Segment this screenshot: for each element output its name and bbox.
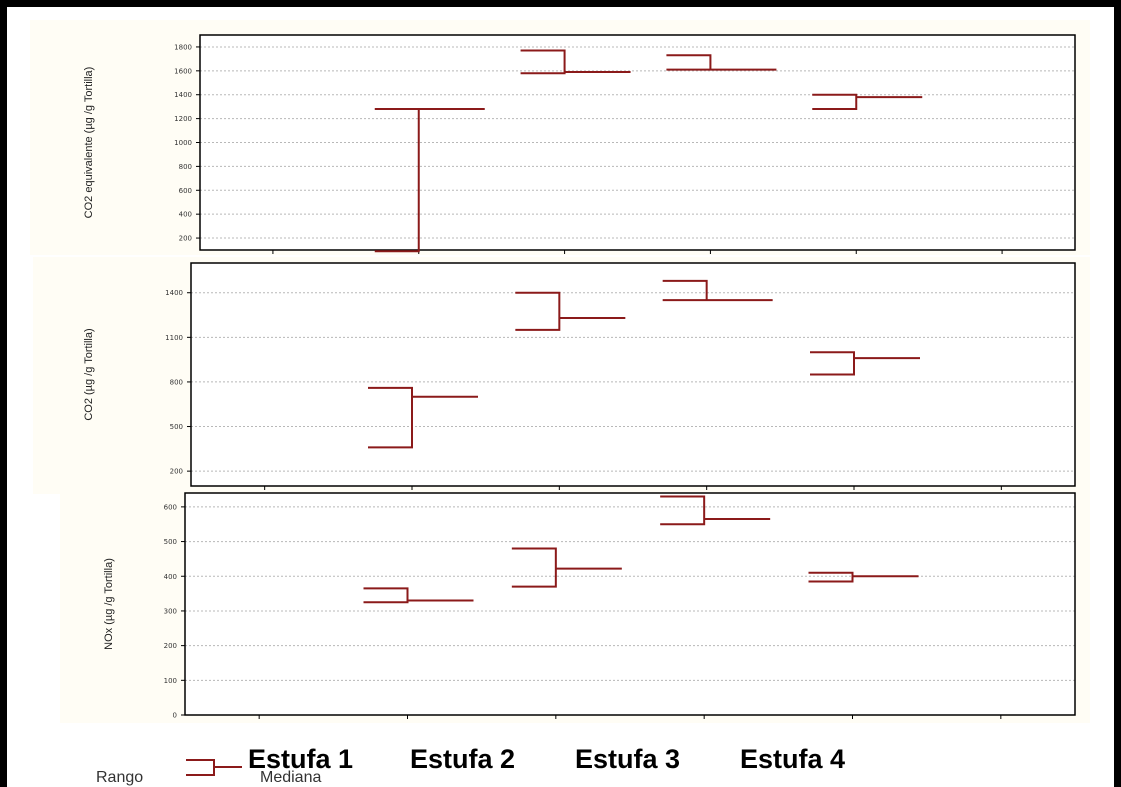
y-axis-label: NOx (µg /g Tortilla) [103, 558, 115, 650]
plot-frame [184, 492, 1076, 716]
y-tick-label: 1800 [174, 43, 192, 51]
legend-median-label: Mediana [260, 769, 321, 786]
plot-frame [199, 34, 1076, 251]
range-median-mark-estufa-2 [515, 291, 626, 331]
panel-1: 200 400 600 800 1000 1200 1400 1600 1800 CO2 equi… [30, 20, 1090, 255]
y-tick-label: 400 [164, 573, 177, 581]
range-median-mark-estufa-4 [808, 571, 919, 583]
y-tick-label: 1400 [174, 91, 192, 99]
range-median-mark-estufa-3 [666, 54, 777, 71]
y-tick-label: 1000 [174, 139, 192, 147]
y-tick-label: 500 [164, 538, 177, 546]
panel-3: 0 100 200 300 400 500 600 NOx (µg /g Tortilla) [60, 490, 1090, 723]
category-label-4: Estufa 4 [740, 744, 845, 774]
range-median-mark-estufa-1 [368, 386, 478, 449]
y-tick-label: 800 [170, 378, 183, 386]
left-border [0, 0, 7, 787]
range-median-mark-estufa-4 [812, 93, 923, 111]
y-axis-label: CO2 equivalente (µg /g Tortilla) [83, 67, 95, 219]
legend-range-label: Rango [96, 769, 143, 786]
plot-area [185, 493, 1075, 715]
y-tick-label: 1600 [174, 67, 192, 75]
y-tick-label: 1200 [174, 115, 192, 123]
y-tick-label: 1400 [165, 289, 183, 297]
y-tick-label: 500 [170, 423, 183, 431]
y-axis-label: CO2 (µg /g Tortilla) [83, 328, 95, 420]
range-median-mark-estufa-4 [810, 351, 920, 376]
y-tick-label: 100 [164, 677, 177, 685]
y-tick-label: 0 [173, 712, 177, 720]
category-label-3: Estufa 3 [575, 744, 680, 774]
y-tick-label: 200 [164, 642, 177, 650]
panel-2: 200 500 800 1100 1400 CO2 (µg /g Tortilla) [33, 257, 1090, 494]
range-median-mark-estufa-2 [511, 547, 622, 588]
y-tick-label: 200 [170, 468, 183, 476]
plot-frame [190, 262, 1076, 487]
y-tick-label: 400 [179, 211, 192, 219]
legend: Rango Mediana [96, 759, 321, 786]
right-border [1114, 0, 1121, 787]
y-tick-label: 600 [179, 187, 192, 195]
y-tick-label: 800 [179, 163, 192, 171]
range-median-mark-estufa-3 [660, 495, 771, 526]
category-label-2: Estufa 2 [410, 744, 515, 774]
top-border [0, 0, 1121, 7]
range-median-mark-estufa-1 [374, 108, 485, 253]
range-median-mark-estufa-2 [520, 49, 631, 75]
plot-area [191, 263, 1075, 486]
y-tick-label: 300 [164, 607, 177, 615]
category-label-1: Estufa 1 [248, 744, 353, 774]
y-tick-label: 200 [179, 235, 192, 243]
y-tick-label: 1100 [165, 334, 183, 342]
y-tick-label: 600 [164, 503, 177, 511]
legend-range-median-symbol [186, 759, 242, 776]
range-median-mark-estufa-1 [363, 587, 474, 604]
range-median-mark-estufa-3 [662, 279, 773, 302]
